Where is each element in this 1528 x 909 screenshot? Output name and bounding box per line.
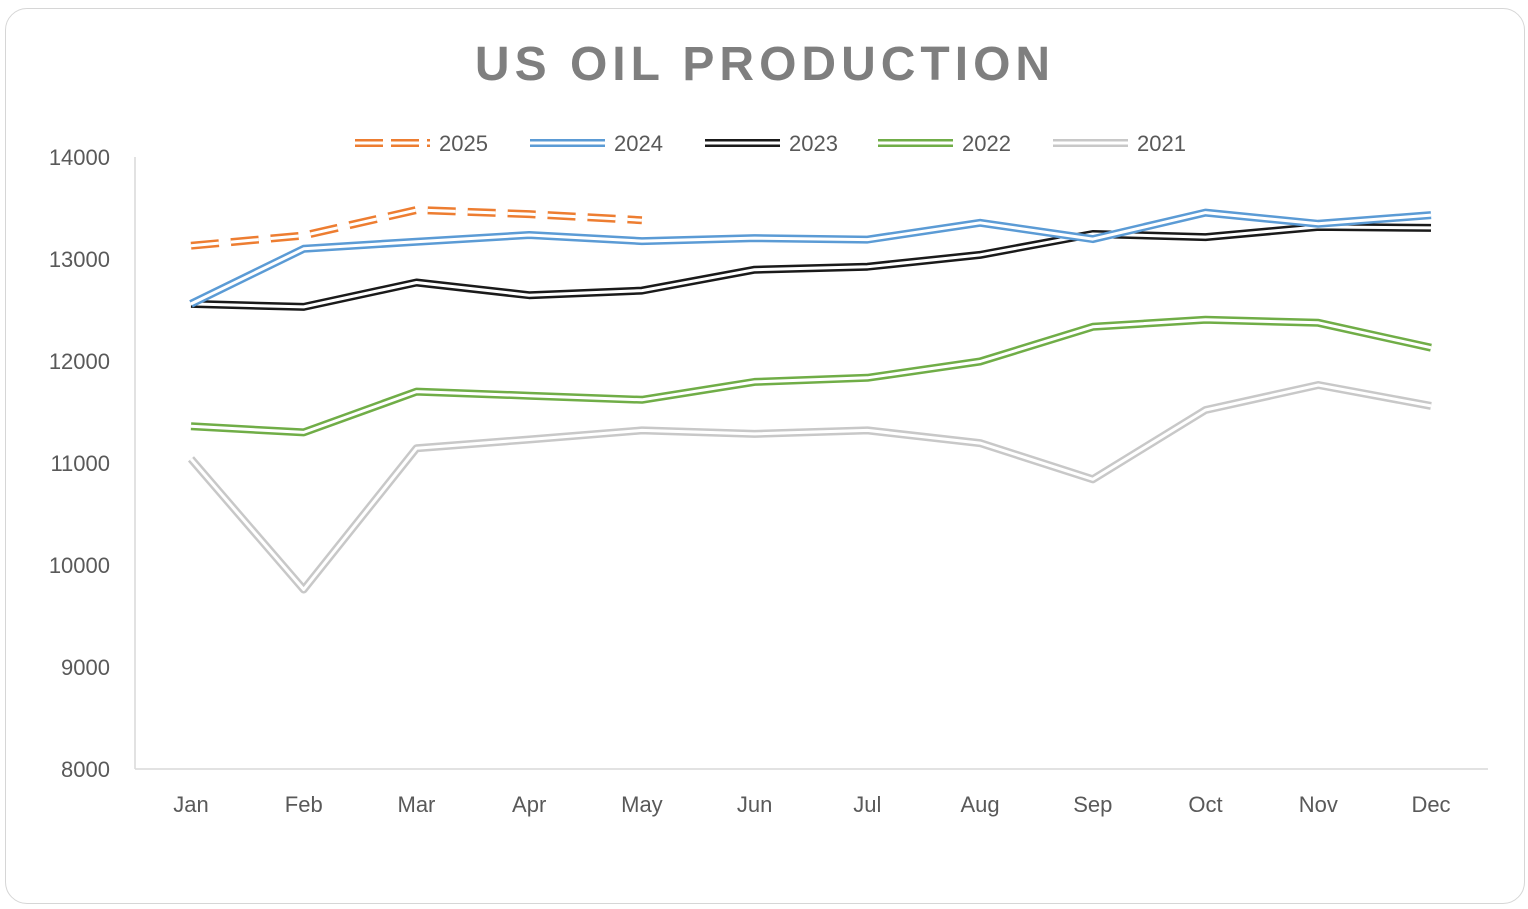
legend-item-2022: 2022 bbox=[878, 131, 1011, 156]
y-tick-label: 8000 bbox=[61, 757, 110, 782]
chart-frame bbox=[5, 8, 1525, 904]
x-tick-label: Dec bbox=[1411, 792, 1450, 817]
legend: 2025 2024 2023 2022 2021 bbox=[355, 131, 1186, 156]
y-tick-label: 11000 bbox=[50, 451, 110, 476]
y-axis-ticks: 14000 13000 12000 11000 10000 9000 8000 bbox=[49, 145, 110, 782]
x-tick-label: Jan bbox=[173, 792, 208, 817]
legend-item-2021: 2021 bbox=[1053, 131, 1186, 156]
y-tick-label: 13000 bbox=[49, 247, 110, 272]
series-line-outer bbox=[187, 381, 1432, 594]
y-tick-label: 14000 bbox=[49, 145, 110, 170]
legend-item-2025: 2025 bbox=[355, 131, 488, 156]
y-tick-label: 10000 bbox=[49, 553, 110, 578]
series-line-inner bbox=[190, 318, 1432, 434]
series-2024 bbox=[189, 208, 1432, 308]
x-axis-ticks: Jan Feb Mar Apr May Jun Jul Aug Sep Oct Nov Dec bbox=[173, 792, 1450, 817]
series-line-inner bbox=[190, 225, 1432, 309]
legend-label: 2025 bbox=[439, 131, 488, 156]
x-tick-label: Feb bbox=[285, 792, 323, 817]
x-tick-label: Nov bbox=[1299, 792, 1338, 817]
x-tick-label: Sep bbox=[1073, 792, 1112, 817]
x-tick-label: Jun bbox=[737, 792, 772, 817]
legend-label: 2021 bbox=[1137, 131, 1186, 156]
legend-item-2024: 2024 bbox=[530, 131, 663, 156]
legend-label: 2022 bbox=[962, 131, 1011, 156]
x-tick-label: Jul bbox=[853, 792, 881, 817]
x-tick-label: Oct bbox=[1188, 792, 1222, 817]
legend-item-2023: 2023 bbox=[705, 131, 838, 156]
x-tick-label: Apr bbox=[512, 792, 546, 817]
chart-title: US OIL PRODUCTION bbox=[475, 38, 1055, 91]
series-line-inner bbox=[189, 383, 1432, 591]
x-tick-label: May bbox=[621, 792, 663, 817]
legend-label: 2024 bbox=[614, 131, 663, 156]
y-tick-label: 9000 bbox=[61, 655, 110, 680]
series-2021 bbox=[187, 381, 1432, 594]
series-2025 bbox=[190, 206, 643, 250]
x-tick-label: Mar bbox=[398, 792, 436, 817]
legend-label: 2023 bbox=[789, 131, 838, 156]
series-line-inner bbox=[190, 208, 642, 248]
y-tick-label: 12000 bbox=[49, 349, 110, 374]
series-2023 bbox=[190, 222, 1432, 311]
series-2022 bbox=[190, 315, 1432, 437]
series-line-outer bbox=[190, 315, 1432, 437]
series-line-inner bbox=[190, 211, 1432, 306]
x-tick-label: Aug bbox=[961, 792, 1000, 817]
series-group bbox=[187, 206, 1432, 594]
